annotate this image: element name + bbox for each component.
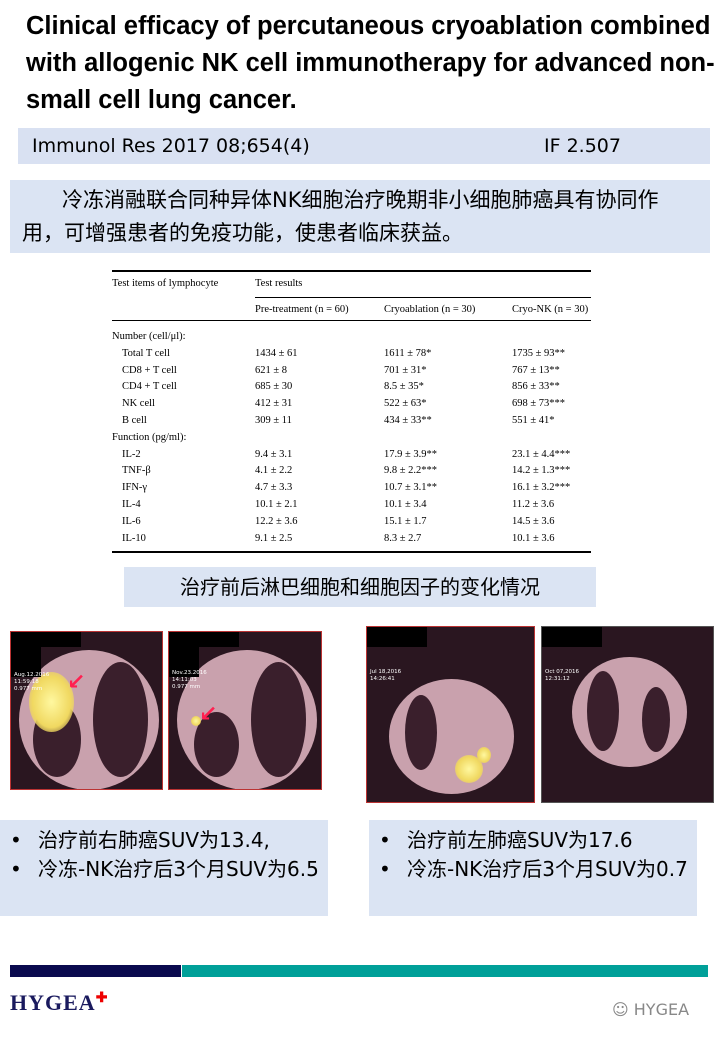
row-label: IL-4 — [122, 499, 141, 510]
table-cell: 10.1 ± 3.4 — [384, 499, 427, 510]
table-cell: 12.2 ± 3.6 — [255, 515, 298, 527]
page-title: Clinical efficacy of percutaneous cryoab… — [26, 12, 715, 114]
row-label: Number (cell/μl): — [112, 331, 186, 342]
table-cell: 767 ± 13** — [512, 364, 560, 376]
table-cell: 685 ± 30 — [255, 381, 293, 393]
row-label: CD8 + T cell — [122, 364, 177, 376]
table-cell: 8.5 ± 35* — [384, 381, 424, 393]
table-caption: 治疗前后淋巴细胞和细胞因子的变化情况 — [124, 567, 596, 607]
table-rule — [112, 551, 591, 554]
table-cell: 9.4 ± 3.1 — [255, 448, 293, 460]
bullet-item: 冷冻-NK治疗后3个月SUV为0.7 — [379, 855, 697, 884]
row-label: TNF-β — [122, 465, 151, 477]
bullets-left: 治疗前右肺癌SUV为13.4, 冷冻-NK治疗后3个月SUV为6.5 — [0, 820, 328, 916]
journal-citation: Immunol Res 2017 08;654(4) — [32, 135, 310, 157]
table-cell: 309 ± 11 — [255, 415, 292, 426]
column-group-header: Test results — [255, 278, 303, 289]
row-label: CD4 + T cell — [122, 381, 177, 393]
scan-timestamp: Oct 07,2016 12:31:12 — [545, 669, 580, 682]
arrow-icon: ↙ — [199, 702, 218, 727]
column-header: Pre-treatment (n = 60) — [255, 304, 349, 315]
bullets-right: 治疗前左肺癌SUV为17.6 冷冻-NK治疗后3个月SUV为0.7 — [369, 820, 697, 916]
row-label: B cell — [122, 415, 147, 426]
table-cell: 412 ± 31 — [255, 398, 293, 410]
bullet-item: 冷冻-NK治疗后3个月SUV为6.5 — [10, 855, 328, 884]
row-label: IL-10 — [122, 532, 146, 544]
summary-text: 冷冻消融联合同种异体NK细胞治疗晚期非小细胞肺癌具有协同作用，可增强患者的免疫功… — [10, 180, 710, 253]
bullet-item: 治疗前左肺癌SUV为17.6 — [379, 826, 697, 855]
row-label: IL-6 — [122, 515, 141, 527]
table-cell: 14.2 ± 1.3*** — [512, 465, 571, 477]
table-cell: 15.1 ± 1.7 — [384, 515, 427, 527]
table-cell: 9.8 ± 2.2*** — [384, 465, 438, 477]
table-cell: 1735 ± 93** — [512, 347, 566, 359]
table-cell: 8.3 ± 2.7 — [384, 532, 422, 544]
table-rule — [112, 320, 591, 321]
row-label: IL-2 — [122, 448, 141, 460]
table-cell: 4.7 ± 3.3 — [255, 482, 293, 494]
table-cell: 856 ± 33** — [512, 381, 560, 393]
column-header: Cryo-NK (n = 30) — [512, 304, 589, 315]
watermark: ☺ HYGEA — [612, 1000, 690, 1019]
table-cell: 1611 ± 78* — [384, 347, 432, 359]
column-header: Test items of lymphocyte — [112, 278, 219, 289]
scan-timestamp: Nov.23.2016 14:11:03 0.977 mm — [172, 670, 207, 690]
table-cell: 16.1 ± 3.2*** — [512, 482, 571, 494]
table-cell: 9.1 ± 2.5 — [255, 532, 293, 544]
table-cell: 10.7 ± 3.1** — [384, 482, 438, 494]
ct-scan-image: Nov.23.2016 14:11:03 0.977 mm ↙ — [168, 631, 322, 790]
ct-scan-image: Oct 07,2016 12:31:12 — [541, 626, 714, 803]
row-label: NK cell — [122, 398, 155, 410]
ct-scan-image: Jul 18,2016 14:26:41 — [366, 626, 535, 803]
table-cell: 4.1 ± 2.2 — [255, 465, 293, 477]
table-cell: 551 ± 41* — [512, 415, 555, 426]
ct-scan-image: Aug.12.2016 11:59:18 0.977 mm ↙ — [10, 631, 163, 790]
table-rule — [255, 297, 591, 298]
hygea-logo: HYGEA✚ — [10, 990, 109, 1015]
row-label: Total T cell — [122, 347, 170, 359]
column-header: Cryoablation (n = 30) — [384, 304, 476, 315]
table-cell: 522 ± 63* — [384, 398, 427, 410]
footer-bar-navy — [10, 965, 181, 977]
table-cell: 701 ± 31* — [384, 364, 427, 376]
citation-bar: Immunol Res 2017 08;654(4) IF 2.507 — [18, 128, 710, 164]
scan-timestamp: Aug.12.2016 11:59:18 0.977 mm — [14, 672, 50, 692]
table-cell: 10.1 ± 2.1 — [255, 499, 298, 510]
footer-bar-teal — [182, 965, 708, 977]
table-cell: 23.1 ± 4.4*** — [512, 448, 571, 460]
scan-timestamp: Jul 18,2016 14:26:41 — [370, 669, 402, 682]
row-label: Function (pg/ml): — [112, 431, 187, 443]
wechat-icon: ☺ — [612, 1000, 634, 1019]
table-cell: 10.1 ± 3.6 — [512, 532, 555, 544]
table-cell: 11.2 ± 3.6 — [512, 499, 555, 510]
table-cell: 698 ± 73*** — [512, 398, 566, 410]
table-cell: 434 ± 33** — [384, 415, 432, 426]
arrow-icon: ↙ — [67, 670, 86, 695]
bullet-item: 治疗前右肺癌SUV为13.4, — [10, 826, 328, 855]
row-label: IFN-γ — [122, 482, 148, 494]
table-cell: 14.5 ± 3.6 — [512, 515, 555, 527]
impact-factor: IF 2.507 — [544, 135, 621, 157]
table-cell: 621 ± 8 — [255, 364, 288, 376]
table-cell: 1434 ± 61 — [255, 347, 298, 359]
table-rule — [112, 270, 591, 272]
table-cell: 17.9 ± 3.9** — [384, 448, 438, 460]
